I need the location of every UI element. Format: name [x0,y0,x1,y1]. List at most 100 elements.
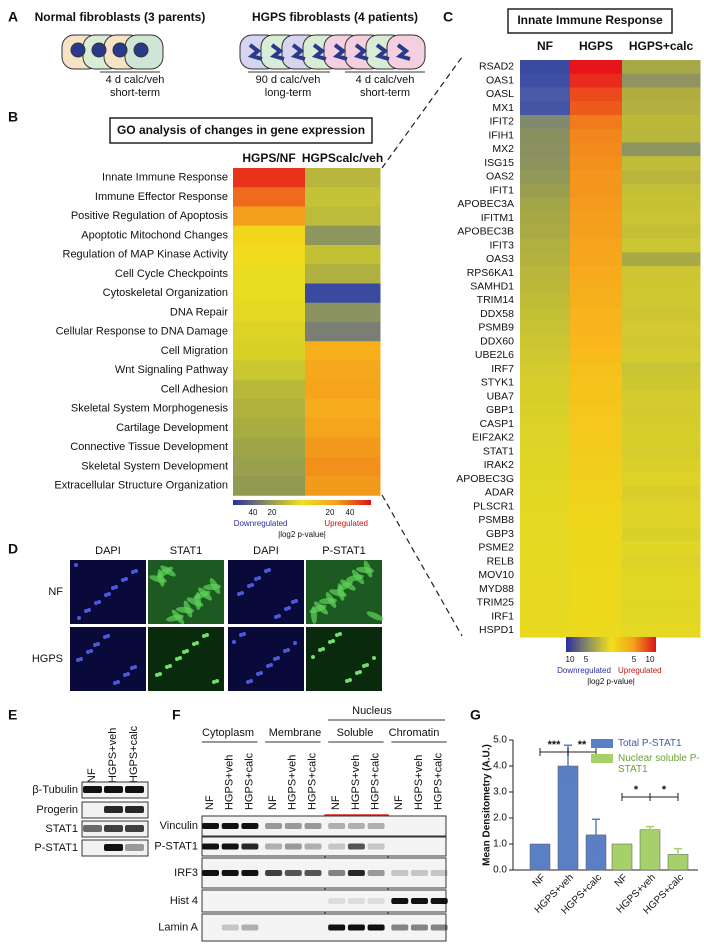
significance-label: * [634,784,639,796]
row-label: Cytoskeletal Organization [103,287,228,299]
blot-band [285,823,302,829]
heatmap-cell [305,457,381,477]
heatmap-cell [622,142,701,156]
row-label: APOBEC3B [457,226,514,238]
blot-band [104,786,123,793]
heatmap-cell [622,500,701,514]
y-tick-label: 2.0 [493,813,507,824]
blot-band [202,870,219,876]
row-label: IRF3 [174,867,198,879]
heatmap-cell [233,168,306,188]
row-label: IRAK2 [484,459,515,471]
heatmap-title: Innate Immune Response [517,13,663,27]
heatmap-cell [233,361,306,381]
row-label: DNA Repair [170,306,228,318]
heatmap-cell [520,252,571,266]
bar [530,844,550,870]
cell-spot [259,671,263,675]
blot-band [305,870,322,876]
cell-spot [96,642,100,646]
blot-band [222,844,239,850]
blot-band [125,825,144,832]
lane-label: HGPS+calc [433,752,445,810]
heatmap-cell [305,284,381,304]
blot-band [328,823,345,829]
blot-band [104,825,123,832]
legend-tick: 40 [249,508,258,517]
cell-spot [250,583,254,587]
row-label: APOBEC3G [456,473,514,485]
panel-letter: A [8,9,18,25]
heatmap-cell [622,390,701,404]
heatmap-cell [520,472,571,486]
blot-band [241,870,258,876]
row-label: Lamin A [158,921,198,933]
blot-band [222,823,239,829]
heatmap-cell [570,362,623,376]
heatmap-cell [305,476,381,496]
heatmap-cell [622,541,701,555]
y-tick-label: 0.0 [493,865,507,876]
heatmap-cell [622,404,701,418]
row-label: Immune Effector Response [95,191,228,203]
heatmap-cell [305,207,381,227]
lane-label: HGPS+veh [413,755,425,810]
group-title: Normal fibroblasts (3 parents) [35,10,206,24]
cell-spot [195,641,199,645]
heatmap-cell [233,418,306,438]
heatmap-cell [233,341,306,361]
heatmap-cell [622,513,701,527]
heatmap-cell [622,252,701,266]
legend-label: Nuclear soluble P-STAT1 [618,753,701,775]
row-label: Regulation of MAP Kinase Activity [63,249,229,261]
heatmap-cell [622,472,701,486]
heatmap-cell [520,486,571,500]
heatmap-cell [305,226,381,246]
blot-band [285,844,302,850]
row-label: EIF2AK2 [472,432,514,444]
row-label: OAS3 [486,253,514,265]
heatmap-cell [520,184,571,198]
x-tick-label: NF [531,872,548,889]
row-label: OASL [486,88,514,100]
row-label: UBA7 [487,390,515,402]
heatmap-cell [520,239,571,253]
cell-spot [257,576,261,580]
blot-band [431,898,448,904]
heatmap-cell [305,361,381,381]
row-label: DDX60 [480,335,514,347]
heatmap-cell [622,555,701,569]
cell-spot [294,599,298,603]
cell-spot [331,639,335,643]
heatmap-cell [520,417,571,431]
heatmap-title: GO analysis of changes in gene expressio… [117,123,365,137]
row-label: IRF7 [491,363,514,375]
row-label: RPS6KA1 [467,267,514,279]
heatmap-cell [622,417,701,431]
heatmap-cell [622,568,701,582]
row-label: PLSCR1 [473,500,514,512]
blot-band [368,844,385,850]
heatmap-cell [520,156,571,170]
heatmap-cell [520,596,571,610]
cell-spot [77,616,81,620]
blot-band [328,925,345,931]
legend-swatch [591,754,613,763]
row-label: HGPS [32,653,63,665]
heatmap-cell [570,87,623,101]
heatmap-cell [622,129,701,143]
row-label: STAT1 [483,445,514,457]
row-label: UBE2L6 [475,349,514,361]
legend-tick: 40 [346,508,355,517]
row-label: β-Tubulin [32,784,78,796]
heatmap-cell [305,418,381,438]
group-header: Cytoplasm [202,727,254,739]
row-label: IFIT2 [489,116,514,128]
row-label: Positive Regulation of Apoptosis [71,210,229,222]
blot-band [202,823,219,829]
heatmap-cell [570,376,623,390]
heatmap-cell [570,349,623,363]
heatmap-cell [570,239,623,253]
blot-band [348,925,365,931]
heatmap-cell [233,187,306,207]
